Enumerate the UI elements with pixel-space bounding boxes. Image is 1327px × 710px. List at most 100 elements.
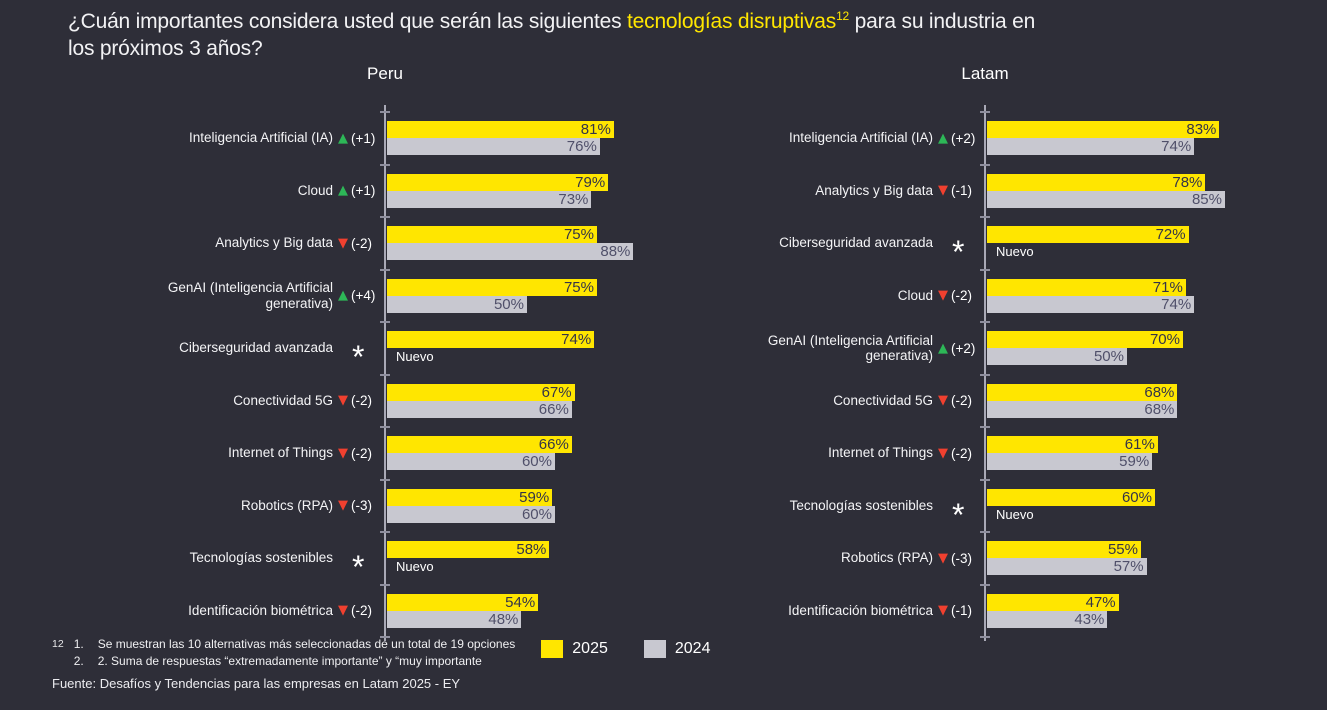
category-label: Identificación biométrica [188,602,333,618]
chart-row: Ciberseguridad avanzada * 72% Nuevo [668,217,1265,270]
change-indicator: * [333,551,385,583]
title-line-2: los próximos 3 años? [68,37,263,61]
category-label: GenAI (Inteligencia Artificial generativ… [767,332,933,364]
category-label: Cloud [297,182,333,198]
chart-row: Conectividad 5G ▼ (-2) 68% 68% [668,375,1265,428]
bar-value-2025: 79% [575,173,606,191]
axis-tick [980,216,990,218]
change-indicator: ▼ (-2) [333,446,385,461]
bar-2024: 68% [987,400,1178,418]
bar-value-2024: 73% [558,190,589,208]
axis-tick [380,373,390,376]
axis-tick [380,321,390,323]
new-asterisk-icon: * [952,496,965,533]
bar-value-2025: 58% [516,541,547,559]
bar-value-2025: 61% [1124,436,1155,454]
up-triangle-icon: ▲ [338,288,348,304]
bar-2025: 59% [387,488,553,506]
bar-2025: 70% [987,331,1183,349]
bar-2025: 47% [987,593,1119,611]
bar-value-2024: 50% [493,295,524,313]
legend-swatch-2024 [643,640,666,658]
chart-row: Conectividad 5G ▼ (-2) 67% 66% [68,375,665,428]
bar-2024: 73% [387,190,592,208]
down-triangle-icon: ▼ [938,183,948,199]
change-label: (-1) [951,603,972,619]
bar-group: 61% 59% [985,427,1265,480]
change-indicator: ▲ (+1) [333,131,385,146]
bar-value-2024: 59% [1119,453,1150,471]
bar-2025: 72% [987,226,1189,244]
change-label: (-3) [351,498,372,514]
category-label: Analytics y Big data [215,235,333,251]
bar-value-2024: 76% [566,138,597,156]
bar-2025: 67% [387,383,575,401]
title-text-2: para su industria en [849,10,1036,33]
bar-value-2024: 85% [1191,190,1222,208]
bar-group: 59% 60% [385,480,665,533]
bar-2024: 66% [387,400,572,418]
bar-group: 71% 74% [985,270,1265,323]
chart-row: Cloud ▲ (+1) 79% 73% [68,165,665,218]
change-label: (-1) [951,183,972,199]
bar-value-2024: 60% [521,505,552,523]
bar-2025: 71% [987,278,1186,296]
nuevo-label: Nuevo [996,244,1034,260]
change-indicator: * [933,499,985,531]
bar-2025: 78% [987,173,1206,191]
bar-2025: 68% [987,383,1178,401]
bar-group: 72% Nuevo [985,217,1265,270]
change-label: (+1) [351,130,376,146]
legend-label-2024: 2024 [674,640,711,657]
source-line: Fuente: Desafíos y Tendencias para las e… [52,676,461,691]
bar-value-2025: 66% [538,436,569,454]
legend: 2025 2024 [541,640,746,658]
nuevo-label: Nuevo [396,349,434,365]
change-indicator: ▼ (-3) [933,551,985,566]
bar-group: 47% 43% [985,585,1265,638]
bar-group: 54% 48% [385,585,665,638]
bar-value-2025: 47% [1085,593,1116,611]
bar-value-2025: 75% [563,226,594,244]
bar-value-2025: 54% [505,593,536,611]
change-label: (-2) [951,445,972,461]
bar-value-2025: 78% [1172,173,1203,191]
down-triangle-icon: ▼ [938,603,948,619]
chart-row: Internet of Things ▼ (-2) 66% 60% [68,427,665,480]
axis-tick [980,583,990,586]
axis-tick [980,373,990,376]
footnote-2-text: 2. Suma de respuestas “extremadamente im… [97,653,482,668]
down-triangle-icon: ▼ [938,393,948,409]
bar-2025: 79% [387,173,609,191]
up-triangle-icon: ▲ [338,183,348,199]
legend-item-2025: 2025 [541,640,608,658]
down-triangle-icon: ▼ [338,235,348,251]
bar-value-2024: 88% [600,243,631,261]
new-asterisk-icon: * [352,339,365,376]
category-label: Conectividad 5G [233,392,333,408]
bar-2025: 75% [387,278,597,296]
category-label: Robotics (RPA) [240,497,333,513]
bar-value-2025: 81% [580,121,611,139]
up-triangle-icon: ▲ [938,130,948,146]
chart-axis [984,105,986,641]
bar-2025: 54% [387,593,539,611]
axis-tick [980,426,990,428]
chart-row: Identificación biométrica ▼ (-2) 54% 48% [68,585,665,638]
chart-row: Cloud ▼ (-2) 71% 74% [668,270,1265,323]
latam-chart: Latam Inteligencia Artificial (IA) ▲ (+2) 8… [668,64,1265,642]
bar-group: 75% 50% [385,270,665,323]
down-triangle-icon: ▼ [938,288,948,304]
bar-group: 60% Nuevo [985,480,1265,533]
bar-value-2025: 67% [541,383,572,401]
bar-2025: 55% [987,541,1141,559]
change-indicator: * [333,341,385,373]
peru-chart: Peru Inteligencia Artificial (IA) ▲ (+1) 81… [68,64,665,642]
bar-value-2025: 59% [519,488,550,506]
bar-2025: 58% [387,541,550,559]
bar-group: 55% 57% [985,532,1265,585]
bar-value-2024: 74% [1161,295,1192,313]
bar-2024: 48% [387,610,522,628]
chart-row: Inteligencia Artificial (IA) ▲ (+2) 83% 74% [668,112,1265,165]
